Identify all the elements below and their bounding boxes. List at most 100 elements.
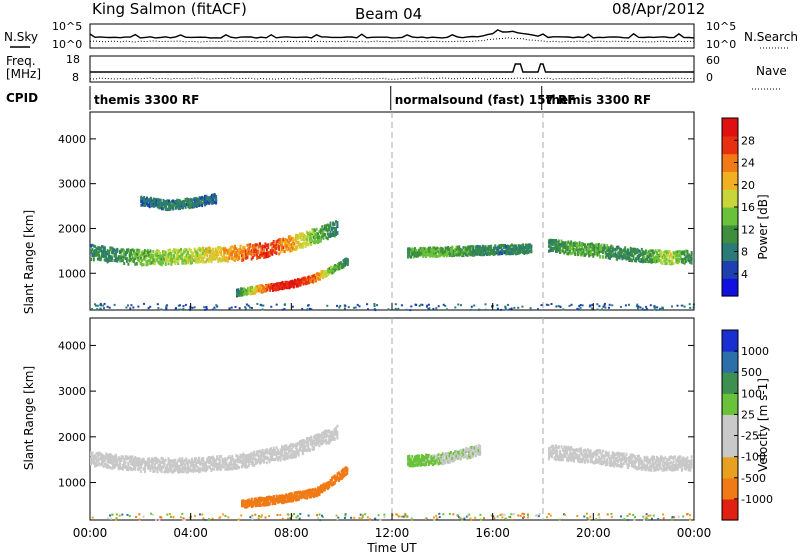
scatter-cell <box>95 304 97 307</box>
scatter-cell <box>637 305 640 308</box>
patch-1400-cell <box>461 253 464 257</box>
patch-1400-cell <box>472 245 475 249</box>
vel-main-cell <box>175 464 178 468</box>
band-main-cell <box>148 261 151 265</box>
vel-main-cell <box>287 445 290 449</box>
band-lower-cell <box>262 289 265 293</box>
vel-main-cell <box>293 450 296 454</box>
band-main-cell <box>261 246 264 250</box>
vel-main-cell <box>236 454 239 458</box>
band-main-cell <box>253 244 256 248</box>
band-evening-cell <box>552 248 555 252</box>
vel-main-cell <box>131 456 134 460</box>
band-evening-cell <box>625 257 628 261</box>
power-panel-ytick-label-1: 2000 <box>58 222 86 235</box>
patch-1400-cell <box>444 246 447 250</box>
band-main-cell <box>264 254 267 258</box>
band-evening-cell <box>596 246 599 250</box>
vel-main-cell <box>218 467 221 471</box>
patch-1400-cell <box>520 250 523 254</box>
vel-main-cell <box>246 454 249 458</box>
patch-1400-cell <box>433 252 436 256</box>
vel-main-cell <box>204 468 207 472</box>
vel-main-cell <box>94 454 97 458</box>
band-evening-cell <box>597 250 600 254</box>
band-main-cell <box>184 255 187 259</box>
band-lower-cell <box>321 272 324 276</box>
patch-1400-cell <box>452 253 455 257</box>
band-evening-cell <box>685 259 688 263</box>
band-main-cell <box>175 255 178 259</box>
band-lower-cell <box>325 270 328 274</box>
vel-main-cell <box>110 466 113 470</box>
band-evening-cell <box>603 248 606 252</box>
vel-main-cell <box>207 457 210 461</box>
band-main-cell <box>202 256 205 260</box>
vel-main-cell <box>282 457 285 461</box>
band-main-cell <box>185 261 188 265</box>
band-main-cell <box>159 257 162 261</box>
band-lower-cell <box>313 274 316 278</box>
band-main-cell <box>90 244 92 247</box>
band-main-cell <box>135 248 138 252</box>
band-lower-cell <box>278 284 281 288</box>
band-main-cell <box>289 246 292 250</box>
vel-main-cell <box>166 465 169 469</box>
scatter-cell <box>400 304 403 307</box>
vel-main-cell <box>132 459 135 463</box>
band-evening-cell <box>632 256 635 260</box>
vel-main-cell <box>310 439 313 443</box>
patch-1400-cell <box>418 249 421 253</box>
vel-main-cell <box>124 455 127 459</box>
patch-1400-cell <box>492 250 495 254</box>
band-evening-cell <box>628 256 631 260</box>
patch-1400-cell <box>448 247 451 251</box>
band-lower-cell <box>343 258 346 262</box>
vel-main-cell <box>275 453 278 457</box>
vel-main-cell <box>124 464 127 468</box>
vel-main-cell <box>283 454 286 458</box>
scatter-cell <box>353 306 356 309</box>
patch-1400-cell <box>499 244 502 247</box>
vel-main-cell <box>314 441 317 445</box>
vel-main-cell <box>256 459 259 463</box>
band-lower-cell <box>265 289 267 293</box>
patch-1400-cell <box>443 254 446 258</box>
band-evening-cell <box>561 246 564 250</box>
band-upper-cell <box>204 203 206 207</box>
vel-main-cell <box>271 456 274 460</box>
vel-main-cell <box>105 452 108 456</box>
vel-main-cell <box>153 458 156 462</box>
vel-main-cell <box>292 453 295 457</box>
band-lower-cell <box>346 260 349 264</box>
vel-main-cell <box>200 467 203 471</box>
vel-main-cell <box>207 460 210 463</box>
band-main-cell <box>333 227 336 231</box>
band-evening-cell <box>650 249 653 253</box>
band-evening-cell <box>615 257 618 261</box>
band-main-cell <box>177 260 180 264</box>
patch-1400-cell <box>506 251 509 255</box>
band-main-cell <box>109 258 112 261</box>
vel-main-cell <box>156 458 159 461</box>
vel-main-cell <box>310 442 313 446</box>
cpid-label: CPID <box>6 91 38 105</box>
vel-main-cell <box>153 463 156 467</box>
band-main-cell <box>168 248 171 252</box>
band-main-cell <box>222 253 225 257</box>
vel-main-cell <box>188 460 191 464</box>
scatter-cell <box>165 306 168 309</box>
band-main-cell <box>297 240 300 244</box>
patch-1400-cell <box>498 250 501 254</box>
vel-main-cell <box>121 464 124 468</box>
band-upper-cell <box>168 203 170 207</box>
patch-1400-cell <box>426 252 429 256</box>
band-main-cell <box>216 250 218 254</box>
band-lower-cell <box>280 287 283 291</box>
band-upper-cell <box>148 205 151 209</box>
band-lower-cell <box>302 280 305 284</box>
band-main-cell <box>229 253 232 257</box>
vel-main-cell <box>292 455 295 459</box>
vel-main-cell <box>166 470 169 474</box>
band-main-cell <box>234 259 236 262</box>
